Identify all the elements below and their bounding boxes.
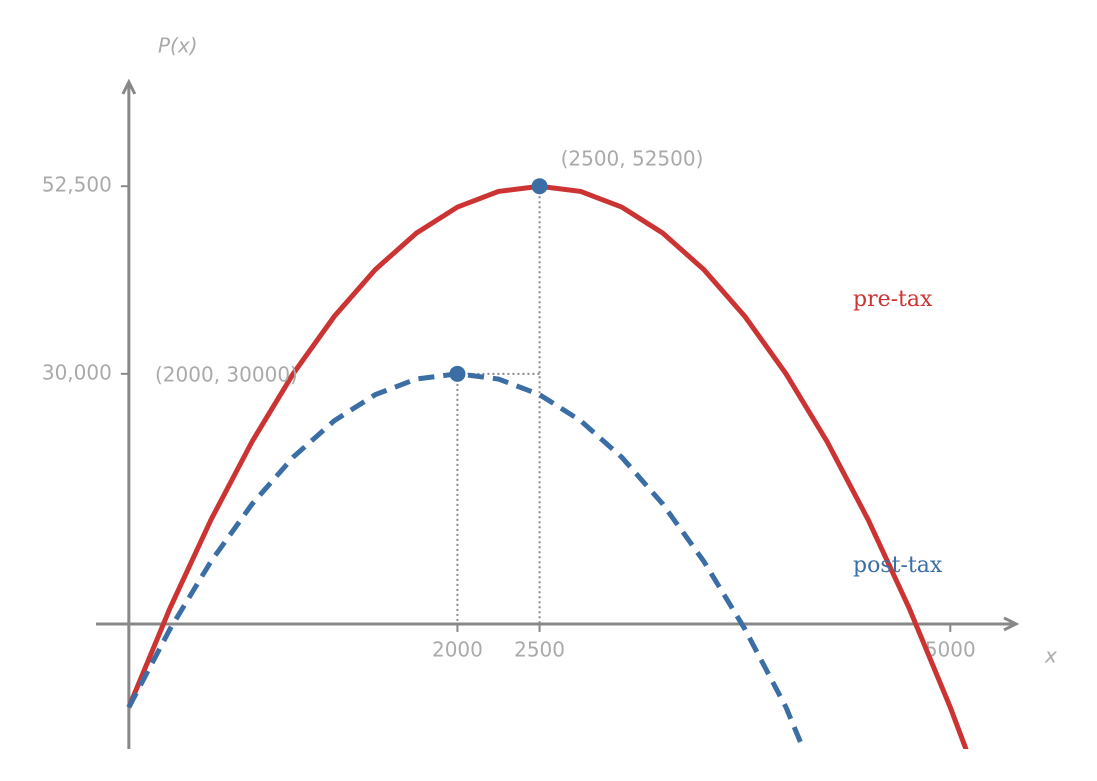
point [531,178,548,195]
point-label: (2000, 30000) [155,362,298,386]
legend-label: pre-tax [853,287,933,312]
line [126,371,806,749]
y-tick-label: 30,000 [42,360,112,384]
x-tick-label: 2500 [514,637,565,661]
x-tick-label: 5000 [925,637,976,661]
legend-label: post-tax [853,553,943,578]
y-axis-arrow [121,78,137,95]
y-tick-label: 52,500 [42,173,112,197]
point [449,365,466,382]
plot-area [126,183,969,749]
x-axis-label: x [1044,644,1057,668]
line [126,183,969,749]
x-tick-label: 2000 [432,637,483,661]
y-axis-label: P(x) [158,34,198,58]
point-label: (2500, 52500) [561,147,704,171]
x-axis-arrow [1003,616,1020,632]
